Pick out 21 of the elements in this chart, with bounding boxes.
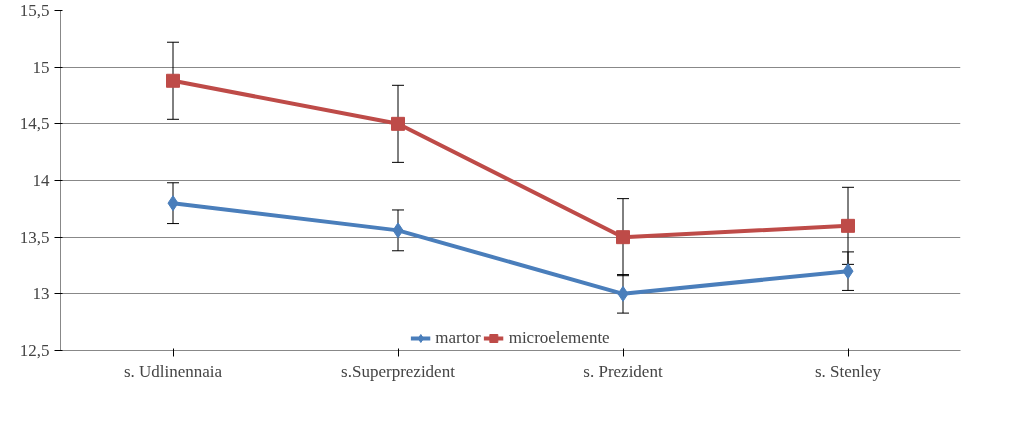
y-tick-label: 15,5 — [19, 1, 50, 20]
point — [391, 116, 405, 131]
y-tick-label: 14,5 — [19, 114, 50, 134]
point — [616, 230, 630, 245]
x-tick-label: s. Prezident — [583, 361, 663, 381]
y-tick-label: 14 — [32, 171, 50, 190]
point — [166, 73, 180, 88]
x-tick-label: s. Stenley — [814, 361, 882, 381]
legend-label: martor — [435, 328, 481, 348]
point — [167, 195, 179, 212]
y-tick-label: 13 — [32, 284, 50, 304]
x-tick-label: s. Udlinennaia — [123, 361, 223, 381]
point — [842, 263, 854, 280]
x-tick-label: s.Superprezident — [341, 361, 456, 381]
y-tick-label: 13,5 — [19, 227, 50, 247]
y-tick-label: 12,5 — [19, 341, 50, 360]
y-tick-label: 15 — [32, 57, 50, 77]
point — [617, 285, 629, 302]
legend-label: microelemente — [508, 328, 610, 348]
point — [392, 222, 404, 239]
point — [841, 218, 855, 233]
